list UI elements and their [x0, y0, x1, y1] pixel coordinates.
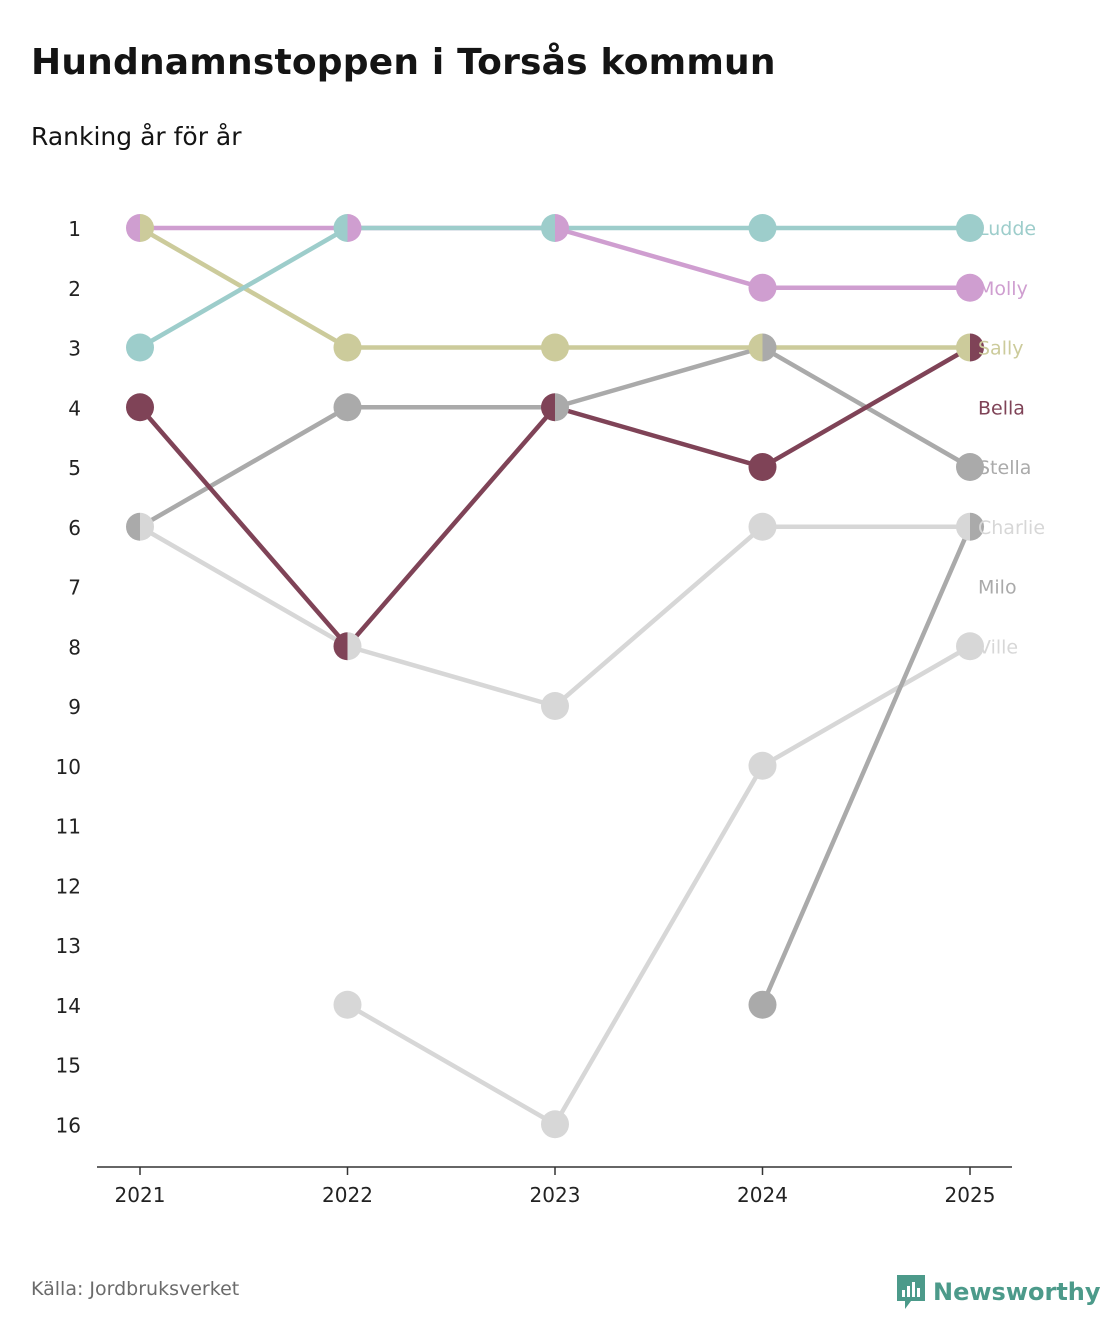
y-tick-label-8: 8 — [68, 635, 81, 659]
y-tick-label-4: 4 — [68, 396, 81, 420]
point-charlie-2023[interactable] — [541, 692, 569, 720]
series-label-ludde: Ludde — [978, 218, 1036, 240]
brand-logo[interactable]: Newsworthy — [897, 1274, 1101, 1310]
series-label-milo: Milo — [978, 577, 1017, 599]
series-label-bella: Bella — [978, 397, 1025, 419]
point-sally-2021[interactable] — [140, 214, 154, 242]
y-tick-label-13: 13 — [56, 934, 81, 958]
y-tick-label-7: 7 — [68, 576, 81, 600]
point-charlie-2022[interactable] — [347, 632, 362, 661]
point-charlie-2024[interactable] — [748, 512, 777, 541]
brand-name: Newsworthy — [933, 1278, 1101, 1306]
point-ludde-2021[interactable] — [126, 333, 154, 362]
x-tick-label-2021: 2021 — [115, 1183, 166, 1207]
point-ludde-2025[interactable] — [956, 214, 984, 242]
point-ville-2022[interactable] — [333, 990, 362, 1019]
point-stella-2022[interactable] — [333, 393, 362, 422]
newsworthy-logo-icon — [897, 1275, 925, 1309]
series-line-bella[interactable] — [137, 345, 973, 649]
point-stella-2021[interactable] — [126, 512, 140, 541]
point-sally-2024[interactable] — [748, 333, 763, 362]
point-bella-2025[interactable] — [970, 333, 985, 362]
point-ville-2025[interactable] — [956, 632, 984, 661]
series-line-ville[interactable] — [345, 644, 973, 1127]
point-bella-2024[interactable] — [748, 453, 777, 481]
y-tick-label-16: 16 — [56, 1113, 81, 1137]
point-molly-2021[interactable] — [126, 214, 140, 242]
point-ludde-2024[interactable] — [748, 214, 777, 242]
x-tick-label-2024: 2024 — [737, 1183, 788, 1207]
point-ville-2023[interactable] — [541, 1110, 569, 1139]
point-sally-2023[interactable] — [541, 333, 569, 362]
point-molly-2024[interactable] — [748, 273, 777, 302]
y-tick-label-10: 10 — [56, 755, 81, 779]
x-tick-label-2023: 2023 — [530, 1183, 581, 1207]
point-sally-2022[interactable] — [333, 333, 362, 362]
point-molly-2025[interactable] — [956, 273, 984, 302]
point-milo-2024[interactable] — [748, 990, 777, 1019]
point-sally-2025[interactable] — [956, 333, 970, 362]
point-ludde-2023[interactable] — [541, 214, 555, 242]
point-molly-2022[interactable] — [347, 214, 362, 243]
chart-title: Hundnamnstoppen i Torsås kommun — [31, 42, 776, 83]
y-tick-label-15: 15 — [56, 1054, 81, 1078]
point-bella-2022[interactable] — [333, 632, 348, 661]
series-line-milo[interactable] — [760, 524, 973, 1007]
series-label-molly: Molly — [978, 278, 1028, 300]
series-label-sally: Sally — [978, 338, 1024, 360]
series-label-ville: Ville — [978, 636, 1018, 658]
series-label-charlie: Charlie — [978, 517, 1045, 539]
point-stella-2024[interactable] — [762, 333, 777, 362]
point-bella-2023[interactable] — [541, 393, 555, 422]
point-molly-2023[interactable] — [555, 214, 569, 242]
y-tick-label-11: 11 — [56, 815, 81, 839]
point-bella-2021[interactable] — [126, 393, 154, 422]
y-tick-label-1: 1 — [68, 217, 81, 241]
y-tick-label-12: 12 — [56, 874, 81, 898]
point-ludde-2022[interactable] — [333, 214, 348, 243]
point-milo-2025[interactable] — [970, 512, 985, 541]
y-tick-label-5: 5 — [68, 456, 81, 480]
point-ville-2024[interactable] — [748, 751, 777, 780]
y-tick-label-2: 2 — [68, 277, 81, 301]
series-line-stella[interactable] — [137, 345, 973, 529]
source-note: Källa: Jordbruksverket — [31, 1278, 240, 1300]
x-tick-label-2022: 2022 — [322, 1183, 373, 1207]
series-label-stella: Stella — [978, 457, 1031, 479]
point-stella-2025[interactable] — [956, 453, 984, 481]
y-tick-label-9: 9 — [68, 695, 81, 719]
y-tick-label-6: 6 — [68, 516, 81, 540]
x-tick-label-2025: 2025 — [945, 1183, 996, 1207]
chart-subtitle: Ranking år för år — [31, 122, 242, 151]
point-stella-2023[interactable] — [555, 393, 570, 422]
point-charlie-2021[interactable] — [140, 512, 154, 541]
y-tick-label-3: 3 — [68, 337, 81, 361]
y-tick-label-14: 14 — [56, 994, 81, 1018]
point-charlie-2025[interactable] — [956, 512, 970, 541]
